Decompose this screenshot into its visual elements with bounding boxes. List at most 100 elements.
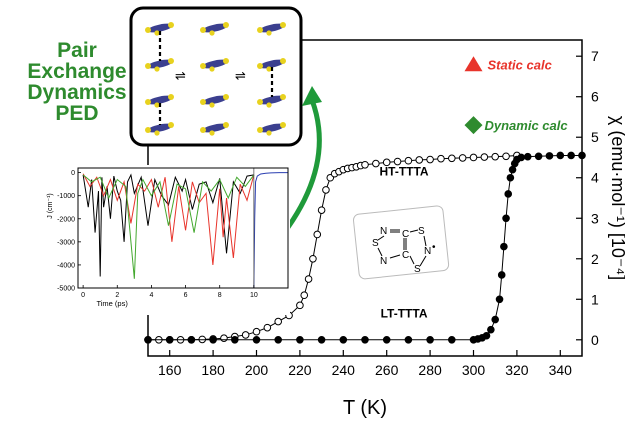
lt-data-point	[144, 335, 152, 344]
ht-data-point	[309, 254, 317, 263]
series-label: LT-TTTA	[381, 307, 428, 321]
dynamic-calc-label: Dynamic calc	[485, 118, 569, 133]
inset-series-line	[82, 174, 255, 279]
sulfur-atom-icon	[168, 122, 174, 128]
sulfur-atom-icon	[154, 102, 160, 108]
lt-data-point	[317, 335, 326, 344]
ht-data-point	[274, 317, 283, 326]
ht-data-point	[415, 156, 424, 164]
y-tick-label: 4	[591, 170, 599, 186]
static-calc-label: Static calc	[488, 57, 553, 72]
sulfur-atom-icon	[209, 102, 215, 108]
sulfur-atom-icon	[154, 66, 160, 72]
sulfur-atom-icon	[209, 130, 215, 136]
sulfur-atom-icon	[223, 122, 229, 128]
molecule-icon	[259, 59, 285, 69]
sulfur-atom-icon	[168, 22, 174, 28]
sulfur-atom-icon	[154, 30, 160, 36]
lt-data-point	[487, 325, 495, 334]
molecule-icon	[202, 23, 228, 33]
inset-x-tick-label: 6	[184, 292, 188, 299]
x-tick-label: 300	[462, 362, 486, 378]
inset-y-tick-label: -3000	[57, 239, 75, 246]
lt-data-point	[274, 335, 283, 344]
sulfur-atom-icon	[266, 30, 272, 36]
inset-y-tick-label: 0	[71, 170, 75, 177]
lt-data-point	[339, 335, 348, 344]
ht-data-point	[480, 153, 489, 161]
lt-data-point	[252, 335, 261, 344]
inset-series-line	[253, 172, 288, 289]
ht-data-point	[313, 230, 322, 239]
x-tick-label: 160	[158, 362, 182, 378]
ht-data-point	[304, 275, 313, 283]
ht-data-point	[437, 154, 445, 163]
lt-data-point	[497, 271, 506, 279]
molecule-icon	[259, 95, 285, 105]
molecule-icon	[259, 123, 285, 133]
inset-y-tick-label: -2000	[57, 216, 75, 223]
series-label: HT-TTTA	[380, 165, 429, 179]
ht-data-point	[372, 159, 380, 168]
sulfur-atom-icon	[280, 58, 286, 64]
inset-y-tick-label: -4000	[57, 262, 75, 269]
y-axis-label: χ (emu·mol⁻¹) [10⁻⁴]	[608, 116, 625, 280]
lt-data-point	[567, 151, 575, 160]
crystal-structure-panel: ⇌ ⇌	[129, 6, 303, 147]
ht-data-point	[252, 327, 261, 336]
inset-x-tick-label: 10	[250, 292, 258, 299]
lt-data-point	[404, 335, 413, 344]
sulfur-atom-icon	[200, 99, 206, 105]
ped-title-line: Dynamics	[27, 81, 127, 104]
ht-data-point	[426, 155, 434, 164]
sulfur-atom-icon	[200, 127, 206, 133]
sulfur-atom-icon	[145, 127, 151, 133]
x-tick-label: 280	[418, 362, 442, 378]
x-tick-label: 220	[288, 362, 312, 378]
equilibrium-arrow-icon: ⇌	[175, 69, 186, 84]
molecule-icon	[202, 123, 228, 133]
sulfur-atom-icon	[280, 94, 286, 100]
lt-data-point	[545, 152, 554, 160]
molecule-atom: S	[414, 264, 421, 275]
lt-data-point	[361, 335, 369, 344]
static-calc-marker	[464, 56, 483, 72]
molecule-icon	[147, 95, 173, 105]
ht-data-point	[469, 153, 478, 162]
ht-data-point	[296, 301, 304, 310]
molecule-atom: S	[418, 226, 425, 237]
lt-data-point	[506, 173, 515, 182]
ht-data-point	[458, 154, 467, 162]
lt-data-point	[502, 214, 510, 223]
lt-data-point	[426, 335, 434, 344]
molecule-atom: N	[380, 256, 387, 267]
inset-series-line	[82, 173, 255, 265]
molecule-icon	[259, 23, 285, 33]
x-tick-label: 240	[332, 362, 356, 378]
inset-frame	[77, 167, 289, 289]
sulfur-atom-icon	[257, 63, 263, 69]
y-tick-label: 6	[591, 89, 599, 105]
y-tick-label: 2	[591, 251, 599, 267]
sulfur-atom-icon	[168, 58, 174, 64]
sulfur-atom-icon	[145, 99, 151, 105]
sulfur-atom-icon	[257, 27, 263, 33]
ht-data-point	[393, 157, 402, 166]
inset-x-tick-label: 2	[115, 292, 119, 299]
ped-title: Pair Exchange Dynamics PED	[2, 40, 152, 124]
sulfur-atom-icon	[145, 63, 151, 69]
lt-data-point	[482, 331, 491, 340]
sulfur-atom-icon	[266, 130, 272, 136]
ht-data-point	[317, 206, 326, 214]
x-tick-label: 340	[549, 362, 573, 378]
molecule-atom: C	[402, 250, 409, 261]
x-tick-label: 320	[505, 362, 529, 378]
y-tick-label: 0	[591, 332, 599, 348]
y-tick-label: 3	[591, 210, 599, 226]
molecule-atom: N	[380, 226, 387, 237]
ht-data-point	[491, 152, 500, 161]
y-tick-label: 7	[591, 48, 599, 64]
